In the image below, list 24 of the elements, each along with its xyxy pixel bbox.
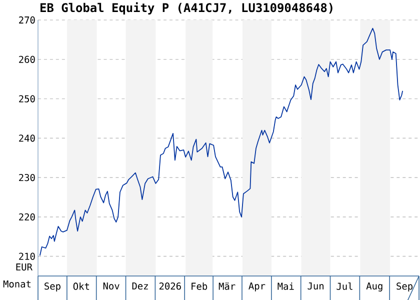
x-tick-label: Apr <box>248 282 266 292</box>
x-tick-label: Sep <box>396 282 413 292</box>
x-axis-title: Monat <box>3 280 31 288</box>
x-tick-label: Aug <box>366 282 382 292</box>
chart-title: EB Global Equity P (A41CJ7, LU3109048648) <box>40 2 332 14</box>
y-tick-label: 250 <box>19 95 35 102</box>
x-tick-label: Feb <box>192 282 208 290</box>
y-tick-label: 260 <box>19 56 35 63</box>
y-tick-label: 220 <box>19 213 35 221</box>
line-series <box>39 28 404 256</box>
y-tick-label: 230 <box>19 174 35 182</box>
y-tick-label: 240 <box>19 134 35 142</box>
x-tick-label: Dez <box>132 282 148 290</box>
x-tick-label: 2026 <box>159 282 181 290</box>
x-tick-label: Jul <box>336 282 352 290</box>
x-tick-label: Nov <box>103 282 120 290</box>
x-tick-label: Sep <box>44 282 60 292</box>
y-axis-title: EUR <box>16 264 32 271</box>
x-tick-label: Okt <box>73 282 90 290</box>
y-tick-label: 210 <box>19 252 35 260</box>
x-tick-label: Mai <box>278 282 294 290</box>
x-tick-label: Mär <box>218 282 236 290</box>
x-tick-label: Jun <box>308 282 324 290</box>
y-tick-label: 270 <box>19 16 35 24</box>
